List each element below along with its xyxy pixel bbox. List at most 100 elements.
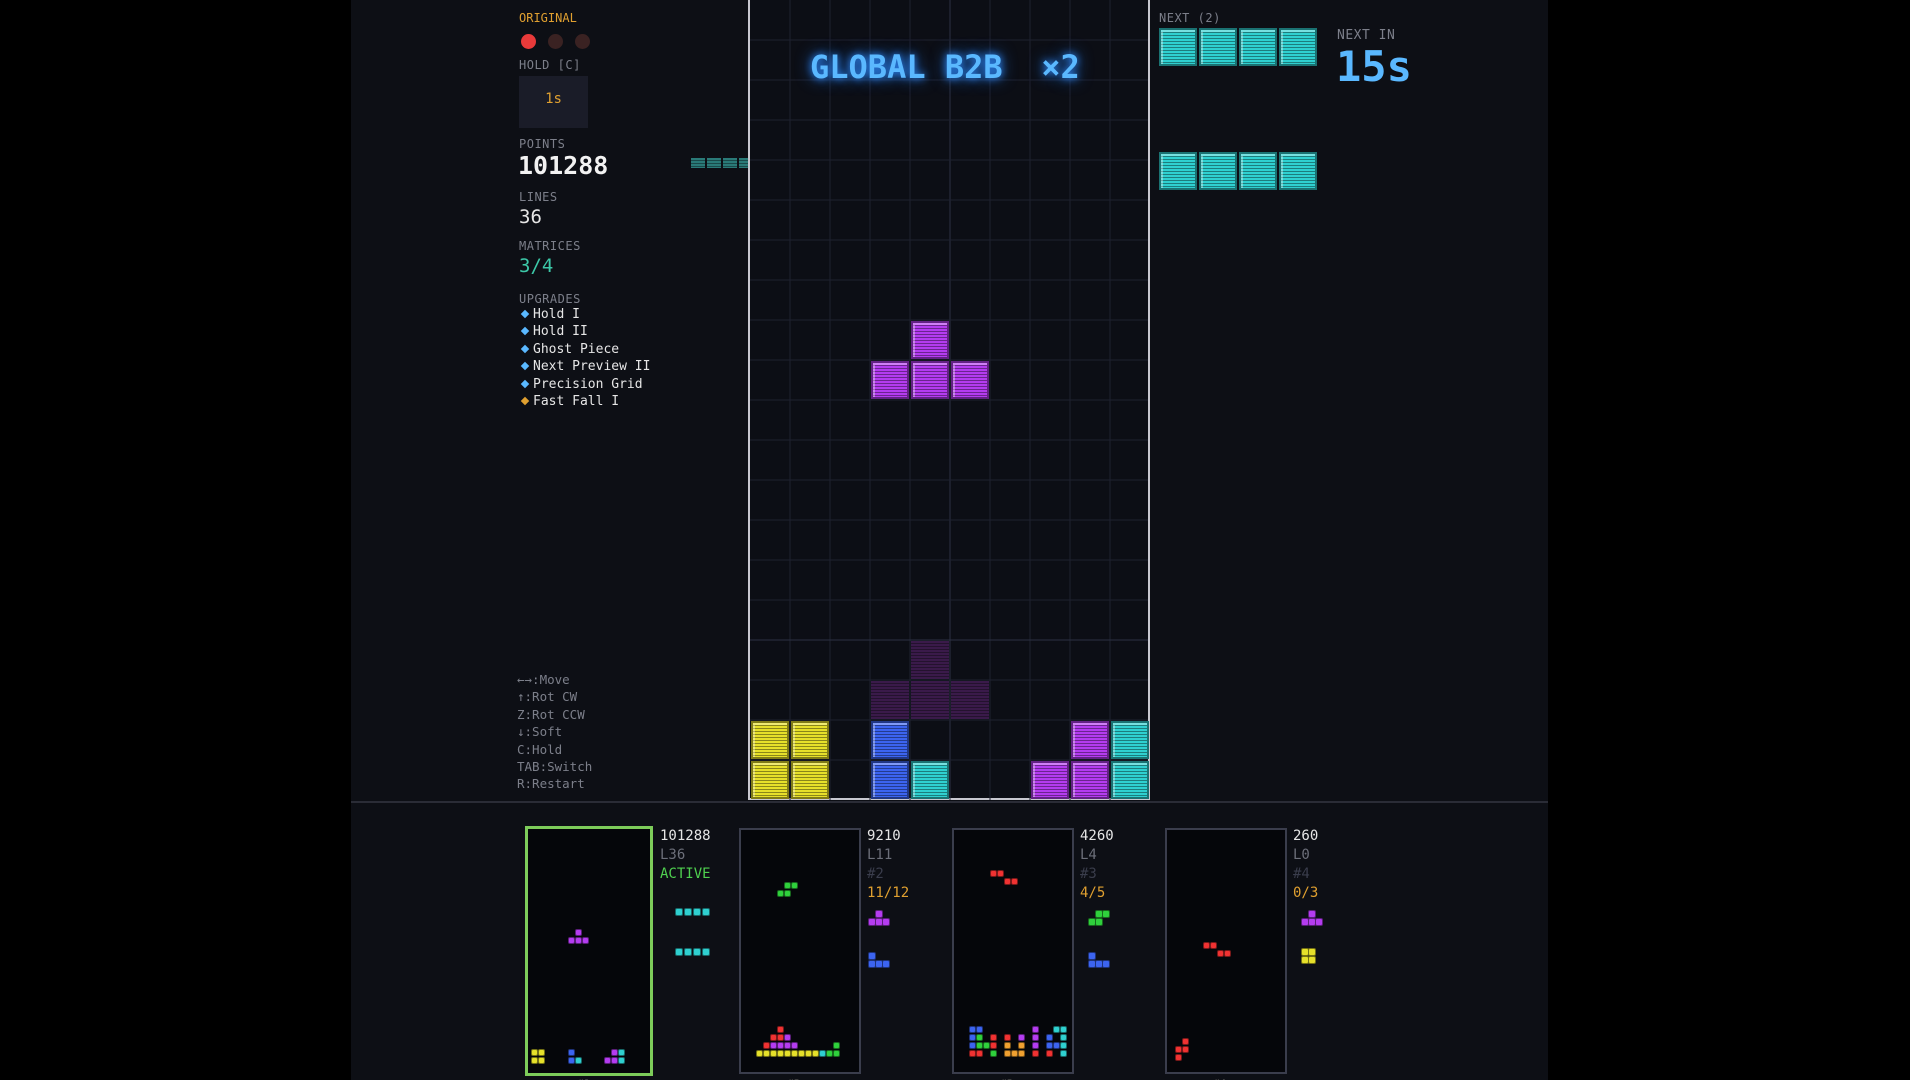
locked-block bbox=[1111, 761, 1149, 799]
active-piece-block bbox=[911, 361, 949, 399]
active-piece-block bbox=[951, 361, 989, 399]
matrix-score: 101288 bbox=[660, 828, 711, 844]
matrix-progress: 11/12 bbox=[867, 885, 910, 901]
life-dot bbox=[521, 34, 536, 49]
upgrade-name: Fast Fall I bbox=[533, 393, 620, 409]
mini-block bbox=[1088, 952, 1096, 960]
mini-block bbox=[791, 882, 798, 889]
mini-block bbox=[675, 908, 683, 916]
mini-block bbox=[1175, 1054, 1182, 1061]
mini-block bbox=[791, 1042, 798, 1049]
upgrade-item: Precision Grid bbox=[519, 376, 650, 393]
mini-block bbox=[833, 1050, 840, 1057]
mini-block bbox=[604, 1057, 611, 1064]
mini-block bbox=[1060, 1034, 1067, 1041]
mini-block bbox=[833, 1042, 840, 1049]
mini-block bbox=[611, 1057, 618, 1064]
locked-block bbox=[1071, 761, 1109, 799]
mini-block bbox=[1102, 910, 1110, 918]
mini-block bbox=[763, 1042, 770, 1049]
active-piece-block bbox=[871, 361, 909, 399]
next-piece-block bbox=[1239, 28, 1277, 66]
mini-block bbox=[1032, 1026, 1039, 1033]
mini-block bbox=[1217, 950, 1224, 957]
upgrade-item: Next Preview II bbox=[519, 358, 650, 375]
mini-block bbox=[1210, 942, 1217, 949]
active-piece-block bbox=[911, 321, 949, 359]
timer-value: 15s bbox=[1336, 42, 1412, 91]
matrix-score: 260 bbox=[1293, 828, 1319, 844]
matrix-preview[interactable] bbox=[525, 826, 653, 1076]
mini-block bbox=[1018, 1050, 1025, 1057]
locked-block bbox=[1071, 721, 1109, 759]
ghost-block bbox=[911, 641, 949, 679]
mini-block bbox=[582, 937, 589, 944]
mini-block bbox=[969, 1042, 976, 1049]
mini-block bbox=[976, 1026, 983, 1033]
ghost-block bbox=[871, 681, 909, 719]
game-board[interactable] bbox=[748, 0, 1150, 800]
mini-block bbox=[784, 1050, 791, 1057]
matrix-preview[interactable] bbox=[739, 828, 861, 1074]
mini-block bbox=[1046, 1042, 1053, 1049]
mini-block bbox=[1032, 1042, 1039, 1049]
mini-block bbox=[575, 1057, 582, 1064]
mini-block bbox=[983, 1042, 990, 1049]
control-hint: ↑:Rot CW bbox=[517, 689, 578, 705]
mini-block bbox=[868, 952, 876, 960]
matrix-level: L11 bbox=[867, 847, 893, 863]
next-piece-block bbox=[1279, 28, 1317, 66]
mini-block bbox=[675, 948, 683, 956]
matrix-progress: 0/3 bbox=[1293, 885, 1319, 901]
mini-block bbox=[882, 960, 890, 968]
mini-block bbox=[1018, 1042, 1025, 1049]
matrix-preview[interactable] bbox=[1165, 828, 1287, 1074]
locked-block bbox=[791, 721, 829, 759]
matrix-rank: #3 bbox=[1080, 866, 1097, 882]
mini-block bbox=[1308, 948, 1316, 956]
diamond-icon bbox=[520, 344, 530, 354]
mini-block bbox=[1182, 1046, 1189, 1053]
mini-block bbox=[997, 870, 1004, 877]
upgrade-name: Ghost Piece bbox=[533, 341, 620, 357]
mini-block bbox=[1060, 1026, 1067, 1033]
mini-block bbox=[875, 910, 883, 918]
mini-block bbox=[1053, 1042, 1060, 1049]
mini-block bbox=[976, 1034, 983, 1041]
matrix-info: 9210 L11 #2 11/12 bbox=[867, 827, 909, 903]
diamond-icon bbox=[520, 309, 530, 319]
diamond-icon bbox=[520, 361, 530, 371]
hold-box[interactable]: 1s bbox=[519, 76, 753, 168]
mini-block bbox=[568, 937, 575, 944]
upgrade-item: Ghost Piece bbox=[519, 341, 650, 358]
next-piece-block bbox=[1159, 152, 1197, 190]
diamond-icon bbox=[520, 327, 530, 336]
mini-block bbox=[763, 1050, 770, 1057]
upgrade-name: Precision Grid bbox=[533, 376, 643, 392]
mini-block bbox=[1032, 1050, 1039, 1057]
mini-block bbox=[791, 1050, 798, 1057]
mini-block bbox=[693, 908, 701, 916]
mini-block bbox=[575, 937, 582, 944]
mini-block bbox=[756, 1050, 763, 1057]
mini-block bbox=[531, 1057, 538, 1064]
control-hint: TAB:Switch bbox=[517, 758, 593, 774]
mini-block bbox=[882, 918, 890, 926]
mini-block bbox=[777, 1050, 784, 1057]
b2b-banner: GLOBAL B2B ×2 bbox=[810, 48, 1080, 86]
diamond-icon bbox=[520, 396, 530, 406]
mini-block bbox=[1308, 910, 1316, 918]
mini-block bbox=[990, 1042, 997, 1049]
matrix-preview[interactable] bbox=[952, 828, 1074, 1074]
mini-block bbox=[1175, 1046, 1182, 1053]
matrices-value: 3/4 bbox=[519, 255, 554, 277]
mini-block bbox=[1060, 1042, 1067, 1049]
mini-block bbox=[777, 890, 784, 897]
mini-block bbox=[1053, 1026, 1060, 1033]
mini-block bbox=[784, 882, 791, 889]
matrix-rank: #4 bbox=[1293, 866, 1310, 882]
hold-label: HOLD [C] bbox=[519, 58, 581, 72]
upgrade-name: Hold I bbox=[533, 307, 580, 322]
mini-block bbox=[1011, 1050, 1018, 1057]
mini-block bbox=[777, 1026, 784, 1033]
